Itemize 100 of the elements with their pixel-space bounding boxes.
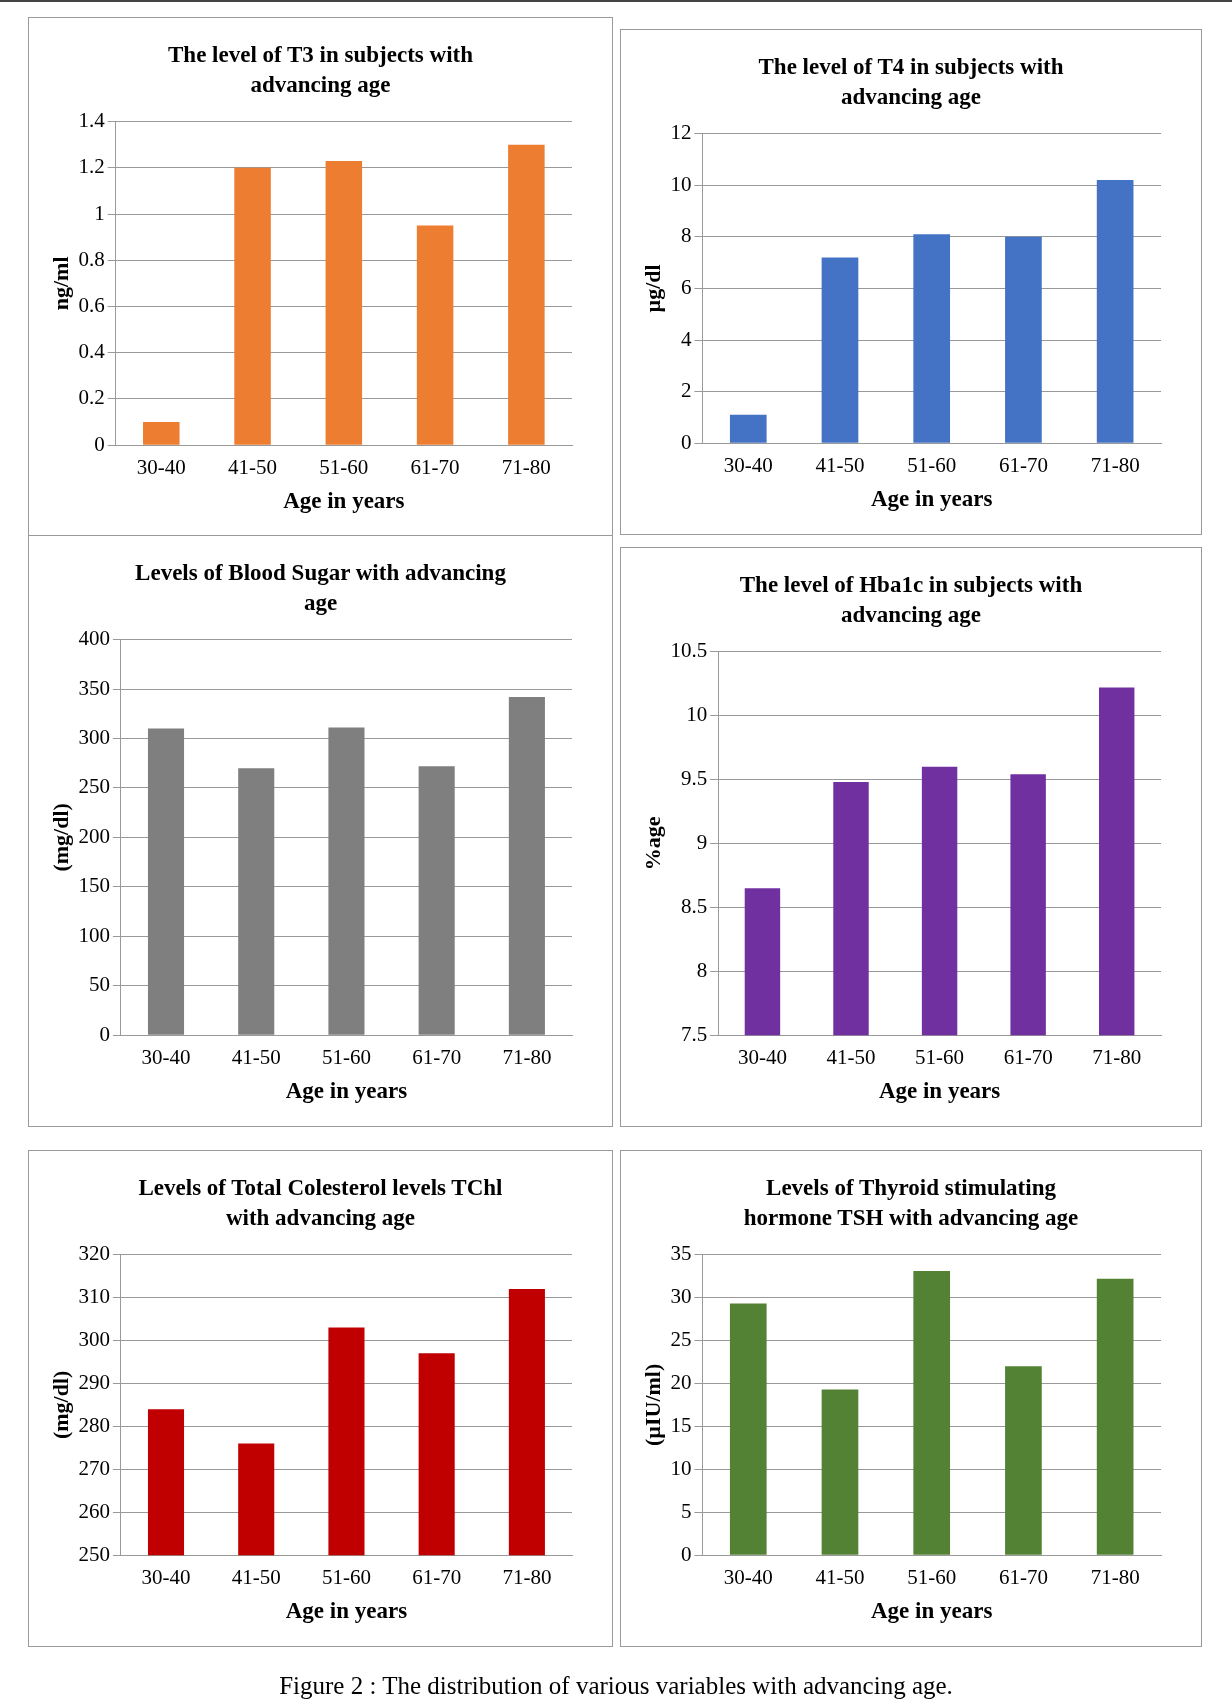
bar <box>1096 180 1134 443</box>
y-tick-label: 250 <box>78 1541 110 1566</box>
x-tick-label: 51-60 <box>915 1045 965 1070</box>
y-tick-label: 35 <box>670 1241 692 1266</box>
caption: Figure 2 : The distribution of various variables with advancing age. <box>278 1672 954 1700</box>
y-tick-label: 2 <box>680 378 692 403</box>
y-tick-label: 400 <box>78 626 110 651</box>
y-tick-label: 10 <box>686 702 708 727</box>
x-tick-label: 41-50 <box>815 1565 865 1590</box>
y-tick-label: 280 <box>78 1412 110 1437</box>
y-tick-label: 250 <box>78 774 110 799</box>
x-tick-label: 61-70 <box>412 1565 462 1590</box>
y-tick-label: 15 <box>670 1412 692 1437</box>
bar <box>729 414 767 443</box>
x-tick-label: 51-60 <box>907 453 957 478</box>
x-tick-label: 30-40 <box>141 1045 191 1070</box>
y-axis-title: (mg/dl) <box>47 1370 73 1440</box>
y-axis-title: %age <box>639 816 665 871</box>
x-axis-title: Age in years <box>285 1078 408 1104</box>
bar <box>821 1389 859 1555</box>
bar <box>325 160 363 445</box>
bar <box>821 257 859 443</box>
bar <box>1005 1366 1042 1555</box>
y-tick-label: 25 <box>670 1327 692 1351</box>
x-tick-label: 30-40 <box>136 455 186 480</box>
y-tick-label: 320 <box>78 1241 110 1266</box>
y-tick-label: 0 <box>94 431 105 456</box>
y-tick-label: 1.2 <box>78 154 105 179</box>
y-tick-label: 350 <box>78 675 110 700</box>
x-tick-label: 51-60 <box>321 1565 371 1590</box>
y-tick-label: 6 <box>680 274 692 299</box>
y-axis-title: (µIU/ml) <box>639 1363 665 1447</box>
x-axis-title: Age in years <box>871 1598 993 1624</box>
y-tick-label: 7.5 <box>680 1021 708 1046</box>
chart-title: Levels of Total Colesterol levels TChl with advancing age <box>137 1174 504 1232</box>
x-tick-label: 41-50 <box>231 1565 281 1590</box>
chart-title: The level of Hba1c in subjects with advancing age <box>738 571 1084 629</box>
x-tick-label: 41-50 <box>826 1045 876 1070</box>
y-tick-label: 20 <box>670 1369 692 1394</box>
bar <box>143 422 180 445</box>
x-tick-label: 61-70 <box>998 1565 1048 1590</box>
y-tick-label: 310 <box>78 1284 110 1309</box>
y-tick-label: 9 <box>696 829 708 854</box>
x-tick-label: 71-80 <box>1090 1565 1140 1590</box>
x-tick-label: 51-60 <box>319 455 369 480</box>
y-tick-label: 0.6 <box>78 293 105 318</box>
bar <box>508 144 545 445</box>
chart-title: Levels of Blood Sugar with advancing age <box>134 559 507 617</box>
x-tick-label: 71-80 <box>1090 453 1140 478</box>
y-tick-label: 150 <box>78 873 110 898</box>
x-tick-label: 41-50 <box>228 455 278 480</box>
y-tick-label: 9.5 <box>680 765 708 790</box>
y-axis-title: µg/dl <box>639 264 665 313</box>
y-tick-label: 100 <box>78 922 110 947</box>
x-tick-label: 71-80 <box>501 455 551 480</box>
bar <box>416 225 454 445</box>
y-tick-label: 0.4 <box>78 339 106 364</box>
y-tick-label: 1 <box>94 200 105 225</box>
x-tick-label: 51-60 <box>907 1565 957 1590</box>
x-tick-label: 61-70 <box>998 453 1048 478</box>
y-tick-label: 0.8 <box>78 246 105 271</box>
bar <box>913 234 951 443</box>
x-tick-label: 30-40 <box>737 1045 787 1070</box>
x-tick-label: 61-70 <box>410 455 460 480</box>
y-tick-label: 200 <box>78 823 110 848</box>
y-tick-label: 30 <box>670 1284 692 1309</box>
x-axis-title: Age in years <box>871 486 993 512</box>
x-tick-label: 51-60 <box>321 1045 371 1070</box>
y-tick-label: 8 <box>696 957 708 982</box>
bar <box>234 167 271 445</box>
x-axis-title: Age in years <box>878 1078 1001 1104</box>
y-tick-label: 5 <box>680 1498 692 1523</box>
x-axis-title: Age in years <box>283 488 405 514</box>
y-tick-label: 8.5 <box>680 893 708 918</box>
y-tick-label: 10.5 <box>670 638 708 663</box>
bar <box>1096 1278 1134 1555</box>
x-tick-label: 71-80 <box>1092 1045 1142 1070</box>
bar <box>1005 236 1042 443</box>
y-tick-label: 10 <box>670 1455 692 1480</box>
y-tick-label: 0 <box>99 1021 110 1046</box>
y-tick-label: 270 <box>78 1455 110 1480</box>
y-tick-label: 8 <box>680 223 692 248</box>
y-tick-label: 10 <box>670 171 692 196</box>
x-tick-label: 30-40 <box>723 1565 773 1590</box>
bar <box>913 1270 951 1555</box>
y-tick-label: 260 <box>78 1498 110 1523</box>
x-tick-label: 41-50 <box>231 1045 281 1070</box>
x-tick-label: 41-50 <box>815 453 865 478</box>
y-axis-title: (mg/dl) <box>47 803 73 872</box>
x-tick-label: 30-40 <box>141 1565 191 1590</box>
y-tick-label: 0.2 <box>78 385 105 410</box>
x-tick-label: 71-80 <box>502 1565 552 1590</box>
y-tick-label: 290 <box>78 1369 110 1394</box>
chart-title: The level of T4 in subjects with advancing age <box>757 53 1065 111</box>
x-tick-label: 61-70 <box>1003 1045 1053 1070</box>
y-tick-label: 300 <box>78 725 110 750</box>
y-tick-label: 12 <box>670 120 692 145</box>
chart-title: Levels of Thyroid stimulating hormone TSH with advancing age <box>742 1174 1080 1232</box>
y-tick-label: 0 <box>680 1541 692 1566</box>
x-tick-label: 30-40 <box>723 453 773 478</box>
